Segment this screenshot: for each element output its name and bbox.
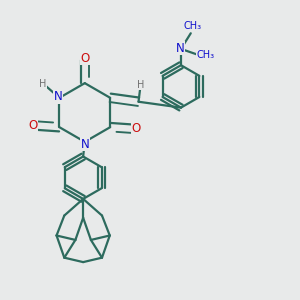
Text: H: H [137, 80, 145, 90]
Text: O: O [132, 122, 141, 135]
Text: O: O [80, 52, 89, 64]
Text: CH₃: CH₃ [196, 50, 214, 60]
Text: CH₃: CH₃ [183, 21, 202, 31]
Text: N: N [176, 42, 185, 55]
Text: N: N [54, 90, 63, 103]
Text: O: O [29, 119, 38, 132]
Text: H: H [39, 79, 46, 89]
Text: N: N [80, 138, 89, 151]
